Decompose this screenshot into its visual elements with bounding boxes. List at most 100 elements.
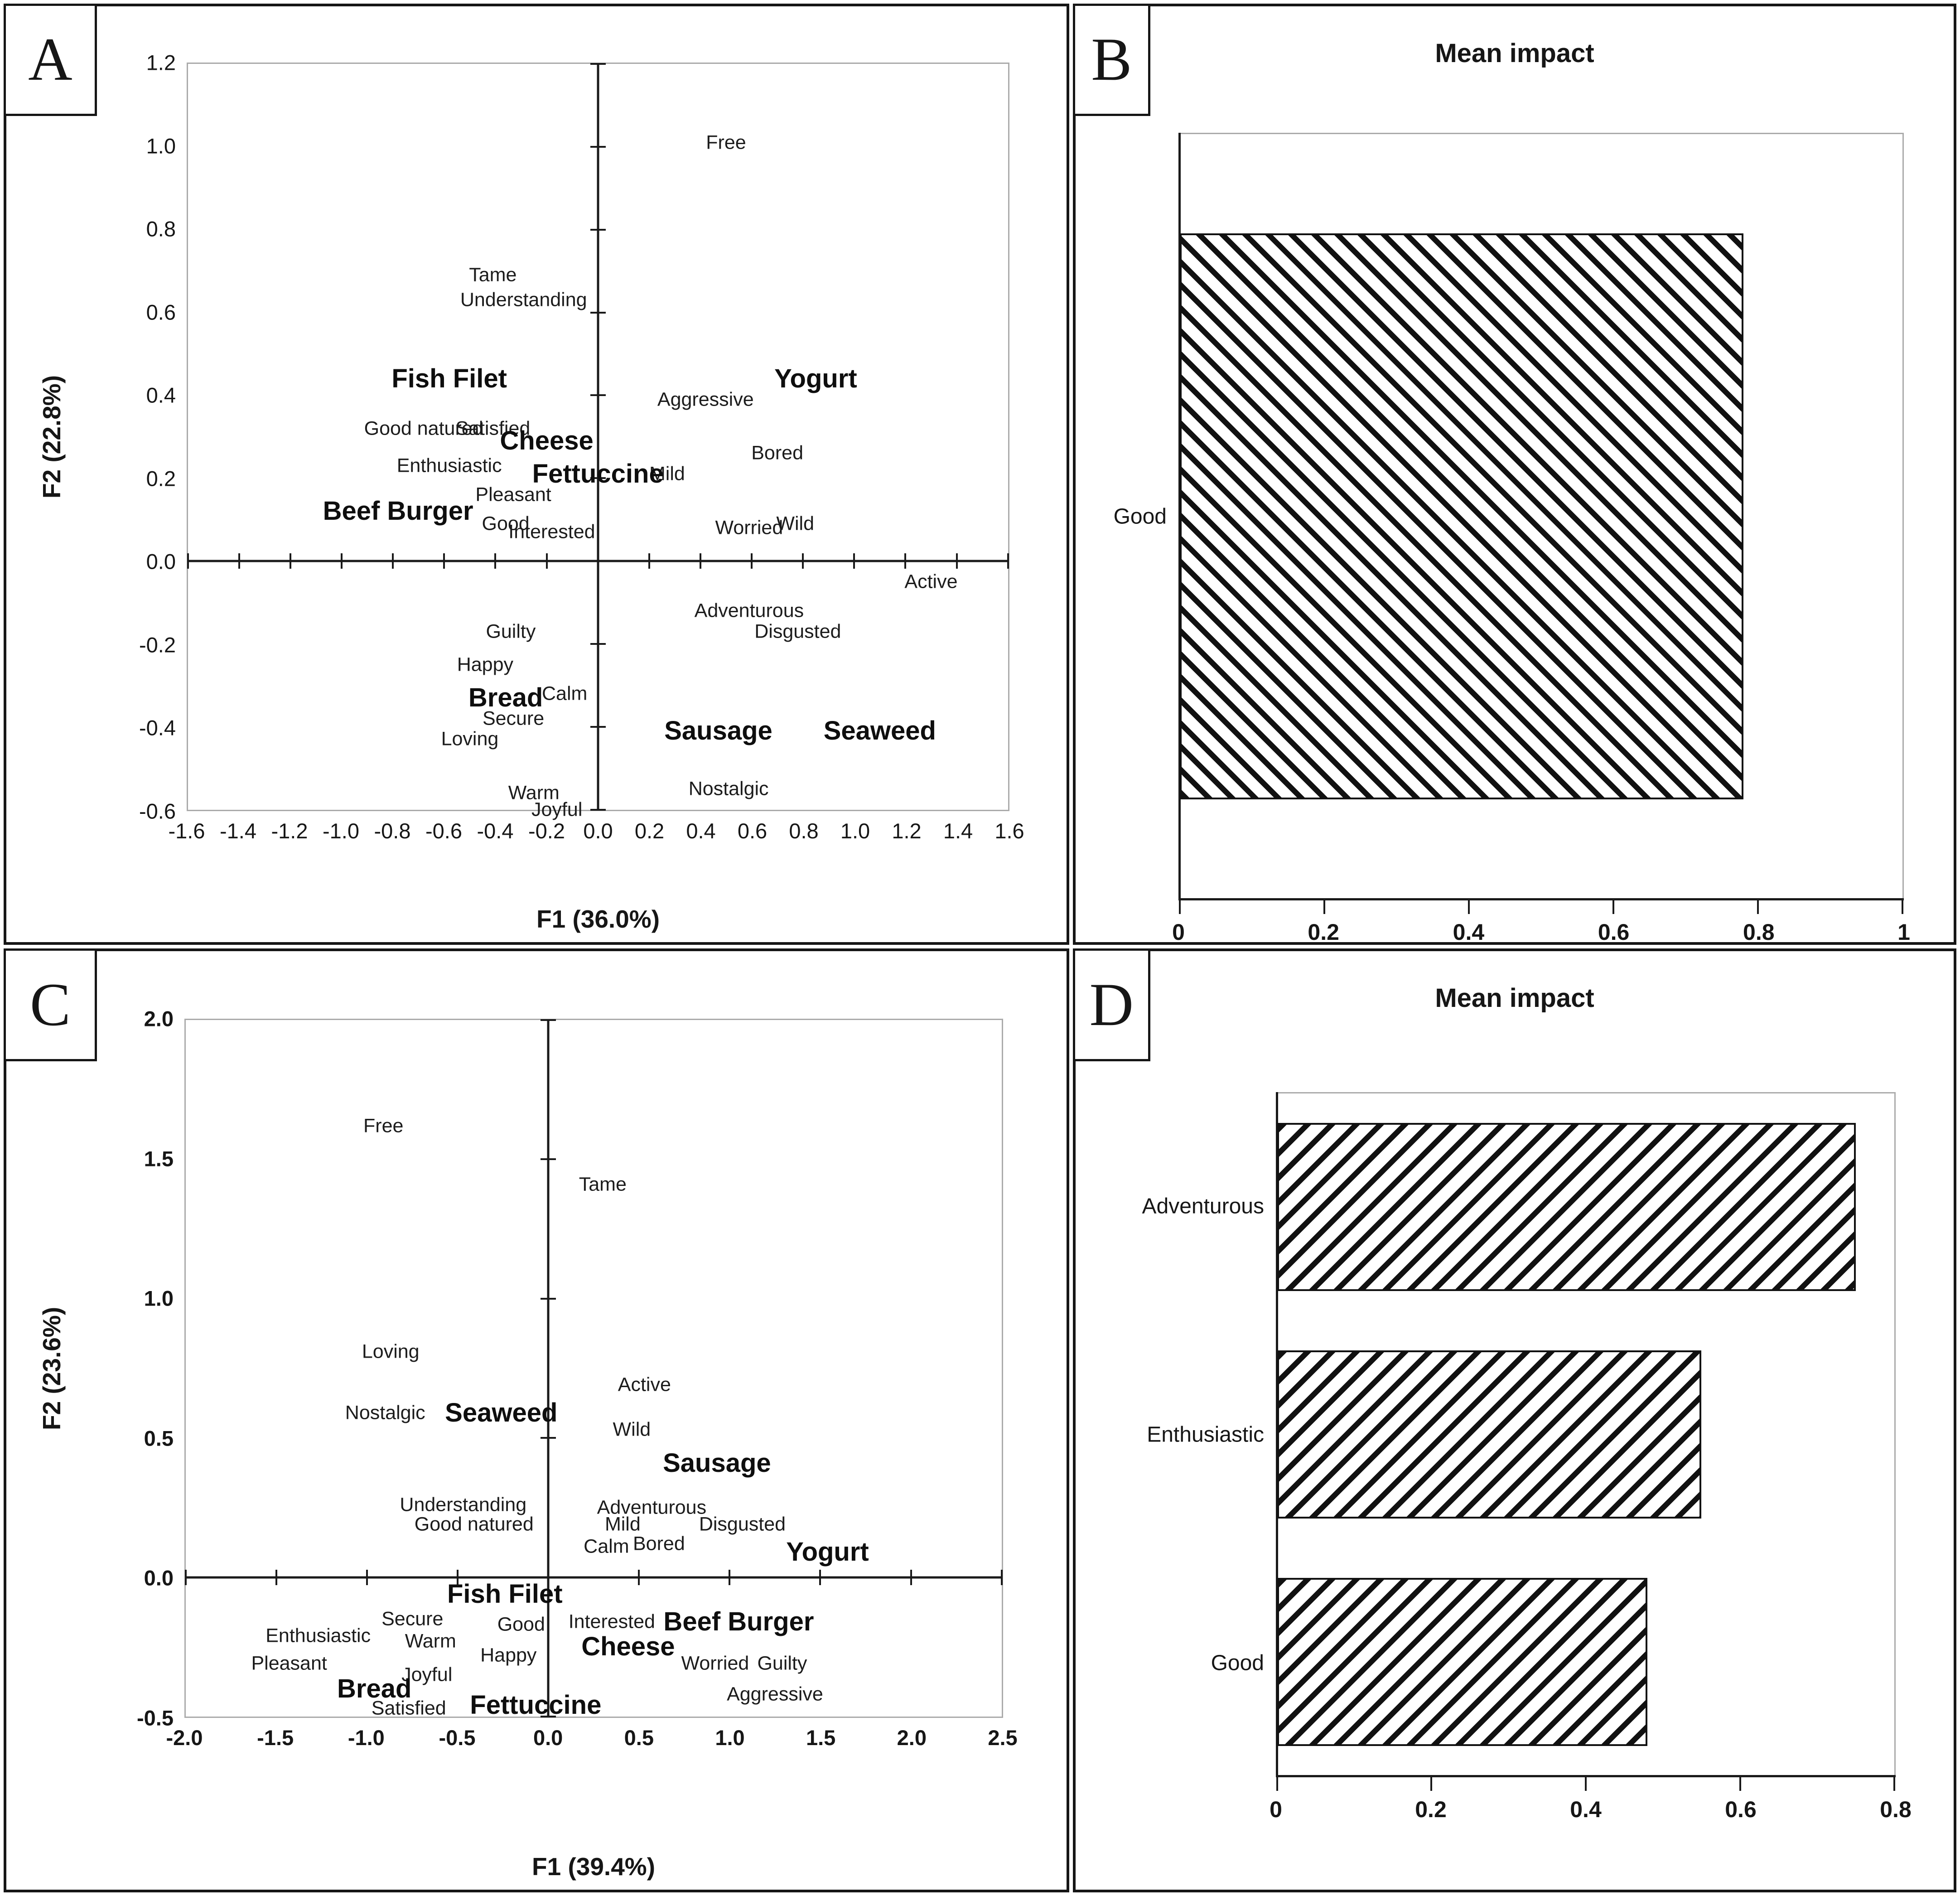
x-tick-mark	[751, 553, 753, 569]
scatter-label-product: Yogurt	[786, 1537, 869, 1567]
scatter-label-emotion: Warm	[405, 1630, 456, 1652]
x-tick-label: 0.0	[533, 1726, 563, 1750]
panel-d-bar-chart: D Mean impact Adventurous Enthusiastic Goo…	[1073, 948, 1956, 1892]
x-tick-mark	[956, 553, 958, 569]
scatter-label-emotion: Bored	[633, 1533, 685, 1555]
x-tick-mark	[546, 553, 548, 569]
scatter-label-emotion: Good	[497, 1613, 545, 1635]
x-tick-mark	[1276, 1776, 1278, 1791]
y-tick-mark	[590, 477, 606, 479]
chart-title: Mean impact	[1435, 983, 1594, 1013]
x-tick-label: 1.4	[943, 819, 973, 843]
y-axis-label: F2 (22.8%)	[38, 375, 66, 499]
scatter-label-emotion: Mild	[604, 1513, 641, 1535]
scatter-label-emotion: Good natured	[364, 417, 483, 440]
x-tick-mark	[1000, 1569, 1003, 1585]
scatter-label-emotion: Loving	[362, 1340, 420, 1363]
x-axis-label: F1 (39.4%)	[531, 1852, 656, 1881]
x-tick-mark	[1739, 1776, 1741, 1791]
scatter-label-emotion: Happy	[457, 653, 514, 676]
y-tick-mark	[590, 643, 606, 645]
bar-enthusiastic	[1277, 1350, 1702, 1519]
x-tick-label: 2.0	[897, 1726, 927, 1750]
y-tick-label: -0.2	[139, 633, 176, 657]
x-tick-mark	[238, 553, 240, 569]
scatter-label-emotion: Calm	[542, 682, 588, 705]
x-tick-label: 0.4	[1570, 1797, 1602, 1822]
y-tick-mark	[541, 1019, 556, 1021]
x-tick-mark	[904, 553, 907, 569]
x-tick-label: 0	[1270, 1797, 1282, 1822]
x-tick-mark	[638, 1569, 640, 1585]
scatter-label-product: Fish Filet	[391, 363, 507, 393]
y-tick-label: 0.8	[146, 217, 176, 241]
x-tick-label: 0.0	[583, 819, 613, 843]
x-tick-mark	[1584, 1776, 1587, 1791]
x-tick-label: -1.0	[348, 1726, 385, 1750]
scatter-label-product: Yogurt	[774, 363, 857, 393]
x-tick-mark	[1893, 1776, 1896, 1791]
x-tick-label: 0.8	[1880, 1797, 1912, 1822]
y-tick-label: 0.6	[146, 300, 176, 324]
x-tick-label: 1.2	[892, 819, 922, 843]
scatter-label-product: Sausage	[664, 716, 772, 746]
scatter-label-product: Seaweed	[823, 716, 936, 746]
x-tick-label: 1.0	[715, 1726, 745, 1750]
x-tick-mark	[187, 553, 189, 569]
chart-title: Mean impact	[1435, 39, 1594, 68]
x-tick-mark	[648, 553, 650, 569]
scatter-label-emotion: Understanding	[460, 289, 587, 311]
scatter-label-emotion: Tame	[469, 264, 517, 286]
bar-good	[1179, 233, 1743, 799]
scatter-label-emotion: Adventurous	[694, 600, 804, 622]
scatter-label-emotion: Secure	[482, 707, 545, 730]
x-tick-mark	[1612, 900, 1614, 914]
x-tick-mark	[275, 1569, 278, 1585]
scatter-label-emotion: Joyful	[401, 1664, 453, 1686]
y-tick-mark	[541, 1158, 556, 1161]
x-tick-label: 0.4	[686, 819, 716, 843]
scatter-label-product: Fettuccine	[470, 1690, 602, 1720]
x-tick-label: -1.0	[323, 819, 359, 843]
y-tick-label: 1.0	[146, 134, 176, 158]
x-tick-mark	[1430, 1776, 1433, 1791]
scatter-label-emotion: Understanding	[400, 1494, 527, 1516]
panel-a-biplot: A F2 (22.8%) Free Tame Understanding Aggres…	[4, 4, 1069, 945]
plot-area-c: Free Tame Loving Active Nostalgic Wild Underst…	[184, 1019, 1003, 1718]
x-tick-mark	[910, 1569, 912, 1585]
y-tick-mark	[541, 1297, 556, 1300]
scatter-label-product: Beef Burger	[663, 1606, 814, 1636]
scatter-label-emotion: Free	[363, 1115, 404, 1137]
x-tick-mark	[802, 553, 804, 569]
x-tick-label: 0.5	[624, 1726, 654, 1750]
y-tick-label: 1.5	[144, 1146, 174, 1171]
x-tick-label: -1.6	[168, 819, 205, 843]
y-tick-mark	[590, 726, 606, 728]
bar-axis-left	[1275, 1092, 1278, 1777]
x-tick-label: -2.0	[166, 1726, 203, 1750]
x-tick-mark	[1178, 900, 1181, 914]
y-tick-label: 0.0	[144, 1566, 174, 1590]
x-tick-label: -1.5	[257, 1726, 294, 1750]
bar-category-label: Good	[1211, 1651, 1264, 1675]
y-tick-mark	[590, 394, 606, 397]
x-tick-label: -1.4	[220, 819, 256, 843]
y-tick-mark	[590, 228, 606, 231]
y-tick-mark	[590, 560, 606, 562]
x-tick-label: -1.2	[271, 819, 308, 843]
scatter-label-emotion: Tame	[579, 1173, 627, 1195]
scatter-label-emotion: Free	[706, 131, 746, 154]
scatter-label-emotion: Wild	[613, 1418, 651, 1441]
y-tick-label: 1.0	[144, 1286, 174, 1311]
plot-area-b	[1178, 132, 1904, 914]
scatter-label-emotion: Active	[904, 571, 958, 593]
scatter-label-emotion: Good	[482, 513, 530, 535]
y-axis-label: F2 (23.6%)	[38, 1306, 66, 1430]
scatter-label-emotion: Worried	[681, 1652, 749, 1674]
panel-letter-d: D	[1073, 948, 1150, 1061]
scatter-label-product: Cheese	[581, 1632, 675, 1662]
scatter-label-emotion: Good natured	[414, 1513, 534, 1535]
y-tick-label: 2.0	[144, 1006, 174, 1031]
scatter-label-product: Cheese	[500, 426, 594, 456]
